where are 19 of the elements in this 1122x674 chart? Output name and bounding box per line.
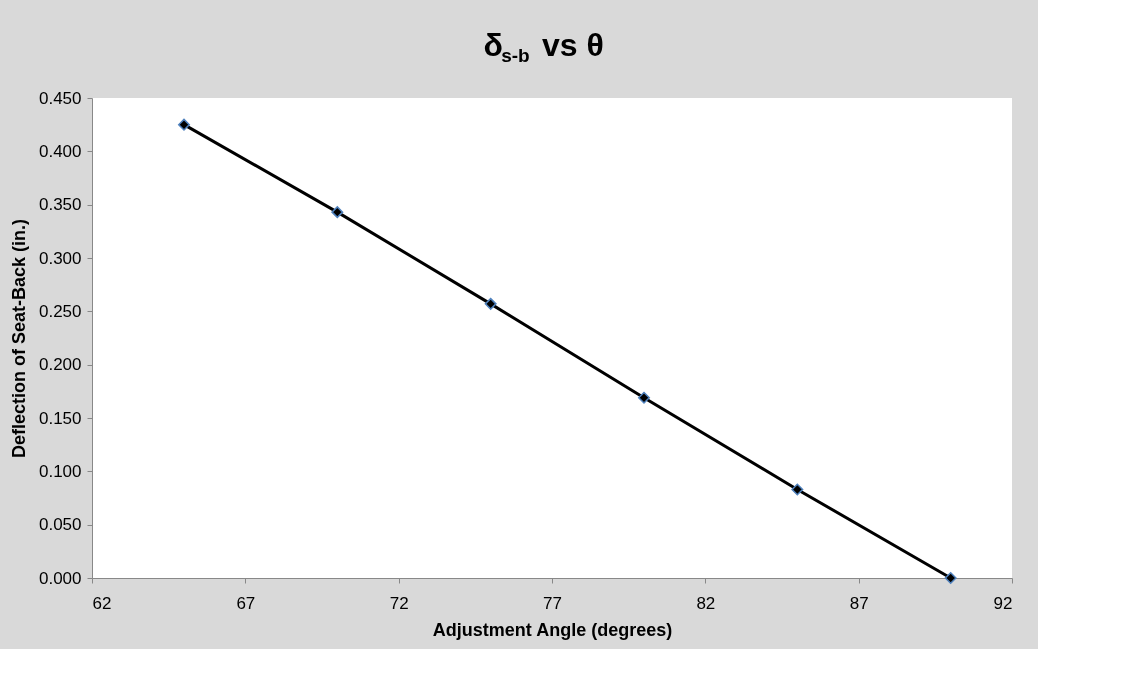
y-tick-label: 0.000: [38, 568, 82, 588]
x-tick-label: 77: [543, 593, 562, 613]
x-tick-label: 72: [389, 593, 409, 613]
y-tick-label: 0.200: [38, 355, 82, 375]
x-tick-label: 87: [849, 593, 869, 613]
y-tick-label: 0.300: [38, 248, 82, 268]
y-axis-title: Deflection of Seat-Back (in.): [8, 218, 29, 459]
x-tick-label: 92: [993, 593, 1013, 613]
y-tick-label: 0.400: [38, 141, 82, 161]
y-tick-label: 0.250: [38, 301, 82, 321]
x-tick-label: 67: [236, 593, 256, 613]
x-tick-label: 82: [696, 593, 716, 613]
y-tick-label: 0.050: [38, 515, 82, 535]
y-tick-label: 0.450: [38, 88, 82, 108]
x-tick-label: 62: [92, 593, 112, 613]
x-axis-title: Adjustment Angle (degrees): [432, 619, 673, 640]
y-tick-label: 0.100: [38, 461, 82, 481]
y-tick-label: 0.150: [38, 408, 82, 428]
y-tick-label: 0.350: [38, 195, 82, 215]
